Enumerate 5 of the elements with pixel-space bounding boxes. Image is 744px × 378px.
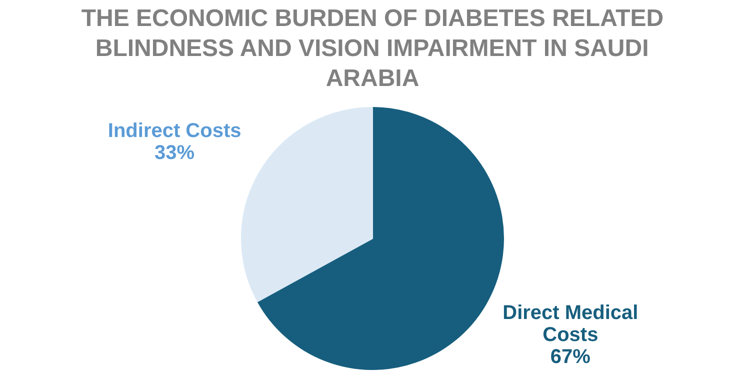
data-label: 33% <box>154 142 195 164</box>
chart-title: THE ECONOMIC BURDEN OF DIABETES RELATED BLINDNESS AND VISION IMPAIRMENT IN SAUDI ARABIA <box>81 5 664 92</box>
slice-label: Direct Medical Costs <box>502 302 638 346</box>
data-label: 67% <box>550 346 591 368</box>
slice-label: Indirect Costs <box>108 120 242 142</box>
